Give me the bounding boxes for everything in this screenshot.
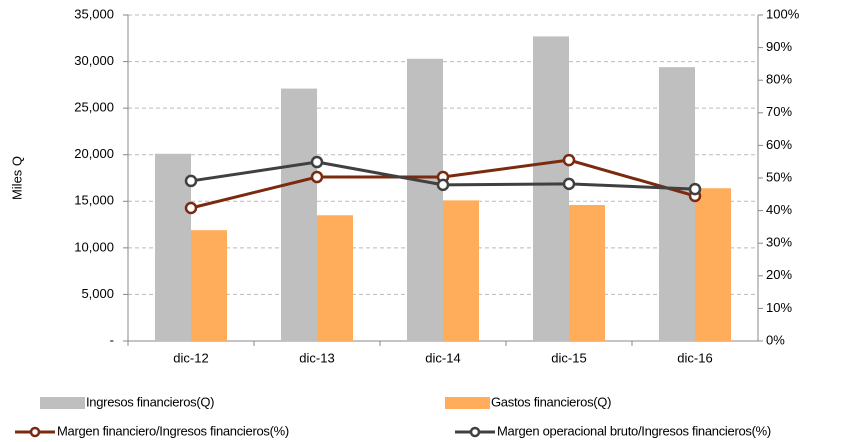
legend-swatch: [445, 397, 490, 409]
y2-tick-label: 70%: [766, 104, 792, 119]
x-tick-label: dic-15: [551, 350, 586, 365]
y2-tick-label: 0%: [766, 332, 785, 347]
line-marker: [310, 155, 324, 169]
bar: [407, 58, 443, 342]
line-marker: [562, 153, 576, 167]
bar: [317, 215, 353, 341]
bar: [659, 67, 695, 341]
y2-tick-label: 40%: [766, 202, 792, 217]
y2-tick-label: 30%: [766, 235, 792, 250]
line-marker: [562, 177, 576, 191]
legend-label: Ingresos financieros(Q): [86, 394, 214, 409]
y2-tick-label: 10%: [766, 300, 792, 315]
y2-tick-label: 90%: [766, 39, 792, 54]
y2-tick-label: 20%: [766, 267, 792, 282]
legend-marker: [469, 426, 481, 438]
line-marker: [436, 178, 450, 192]
line-marker: [688, 182, 702, 196]
legend-label: Margen operacional bruto/Ingresos financ…: [497, 423, 771, 438]
y-tick-label: 20,000: [74, 146, 114, 161]
y-tick-label: 5,000: [81, 286, 114, 301]
y-tick-label: -: [110, 332, 114, 347]
y-tick-label: 30,000: [74, 53, 114, 68]
x-tick-label: dic-12: [173, 350, 208, 365]
y-axis-label: Miles Q: [9, 156, 24, 200]
bar: [695, 188, 731, 341]
y2-tick-label: 100%: [766, 6, 800, 21]
legend-label: Margen financiero/Ingresos financieros(%…: [57, 423, 289, 438]
x-tick-label: dic-13: [299, 350, 334, 365]
legend-swatch: [40, 397, 85, 409]
bar: [569, 205, 605, 341]
y-tick-label: 35,000: [74, 6, 114, 21]
x-tick-label: dic-16: [677, 350, 712, 365]
bar: [443, 200, 479, 341]
y2-tick-label: 60%: [766, 137, 792, 152]
bar: [533, 36, 569, 342]
y2-tick-label: 50%: [766, 169, 792, 184]
legend-label: Gastos financieros(Q): [491, 394, 611, 409]
y-tick-label: 15,000: [74, 193, 114, 208]
line-marker: [310, 170, 324, 184]
bar: [155, 153, 191, 341]
bar: [281, 88, 317, 341]
x-tick-label: dic-14: [425, 350, 460, 365]
legend-marker: [29, 426, 41, 438]
y2-tick-label: 80%: [766, 72, 792, 87]
line-marker: [184, 201, 198, 215]
line-marker: [184, 174, 198, 188]
y-tick-label: 25,000: [74, 100, 114, 115]
bar: [191, 230, 227, 341]
y-tick-label: 10,000: [74, 239, 114, 254]
